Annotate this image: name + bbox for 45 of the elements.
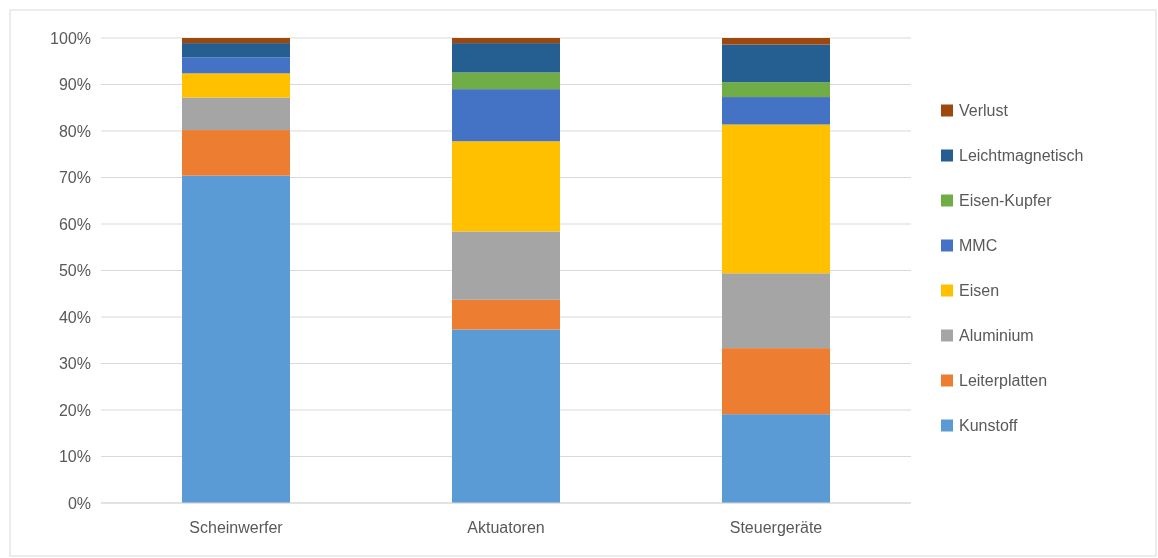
y-tick-label: 10% [58, 448, 91, 466]
y-tick-label: 20% [58, 401, 91, 419]
legend-label: Kunstoff [959, 417, 1018, 435]
y-tick-label: 0% [67, 494, 91, 512]
y-tick-label: 70% [58, 169, 91, 187]
x-tick-label: Steuergeräte [729, 519, 823, 536]
bar [722, 414, 830, 503]
y-tick-label: 100% [50, 29, 91, 47]
bar [722, 97, 830, 125]
bar [452, 329, 560, 503]
bar [722, 273, 830, 349]
bar [182, 97, 290, 131]
bar [182, 175, 290, 503]
bar [452, 231, 560, 300]
bar [182, 73, 290, 98]
bar [452, 299, 560, 330]
y-tick-label: 40% [58, 308, 91, 326]
legend-label: Leichtmagnetisch [959, 147, 1084, 165]
legend-label: Aluminium [959, 327, 1034, 345]
bar [722, 348, 830, 415]
y-tick-label: 60% [58, 215, 91, 233]
bar [452, 72, 560, 90]
bar [452, 141, 560, 232]
bar [722, 82, 830, 98]
x-tick-label: Aktuatoren [467, 519, 545, 536]
legend-label: Leiterplatten [959, 372, 1048, 390]
bar [182, 43, 290, 58]
bar [452, 38, 560, 44]
legend-label: Eisen-Kupfer [959, 192, 1053, 210]
y-tick-label: 30% [58, 355, 91, 373]
y-tick-label: 90% [58, 76, 91, 94]
bar [182, 130, 290, 176]
bar [722, 44, 830, 83]
bar [452, 43, 560, 73]
bar [452, 89, 560, 142]
bar [182, 57, 290, 74]
y-tick-label: 80% [58, 122, 91, 140]
legend-label: MMC [959, 237, 998, 255]
bar [182, 38, 290, 44]
x-tick-label: Scheinwerfer [189, 519, 284, 536]
bar [722, 124, 830, 274]
y-tick-label: 50% [58, 262, 91, 280]
legend-label: Eisen [959, 282, 1000, 300]
bar [722, 38, 830, 45]
legend-label: Verlust [959, 102, 1009, 120]
